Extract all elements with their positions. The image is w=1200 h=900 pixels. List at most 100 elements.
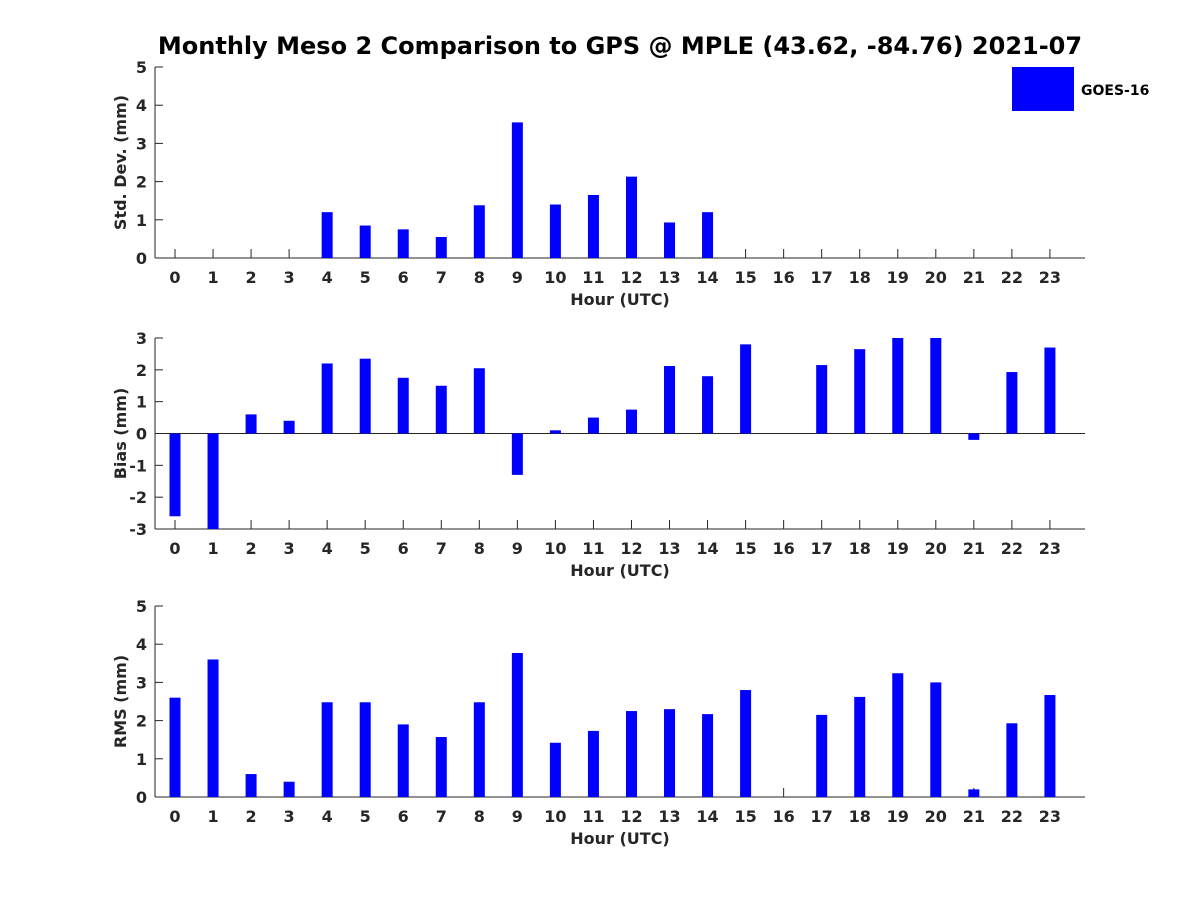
bias-bar: [169, 433, 181, 517]
std-dev-x-tick-label: 9: [512, 268, 523, 287]
std-dev-y-tick-label: 3: [136, 134, 147, 153]
bias-bar: [892, 338, 904, 434]
rms-x-tick-label: 11: [582, 807, 604, 826]
bias-y-tick-label: 2: [136, 361, 147, 380]
std-dev-x-tick-label: 13: [658, 268, 680, 287]
rms-bar: [1044, 695, 1056, 797]
std-dev-x-tick-label: 0: [169, 268, 180, 287]
bias-bar: [397, 377, 409, 434]
std-dev-bar: [511, 122, 523, 258]
bias-x-tick-label: 19: [887, 539, 909, 558]
std-dev-x-tick-label: 7: [436, 268, 447, 287]
rms-bar: [664, 709, 676, 797]
std-dev-x-tick-label: 10: [544, 268, 566, 287]
bias-x-tick-label: 1: [207, 539, 218, 558]
bias-x-tick-label: 22: [1001, 539, 1023, 558]
bias-bar: [968, 433, 980, 440]
rms-x-tick-label: 6: [398, 807, 409, 826]
std-dev-x-axis-label: Hour (UTC): [570, 290, 670, 309]
bias-x-tick-label: 10: [544, 539, 566, 558]
bias-x-tick-label: 4: [322, 539, 333, 558]
bias-bar: [321, 363, 333, 434]
rms-bar: [511, 652, 523, 797]
bias-bar: [1006, 372, 1018, 434]
bias-bar: [1044, 347, 1056, 434]
rms-bar: [549, 742, 561, 797]
rms-x-tick-label: 14: [696, 807, 718, 826]
bias-y-tick-label: 1: [136, 393, 147, 412]
rms-x-tick-label: 18: [849, 807, 871, 826]
std-dev-x-tick-label: 22: [1001, 268, 1023, 287]
bias-x-tick-label: 3: [284, 539, 295, 558]
bias-y-tick-label: -1: [129, 456, 147, 475]
std-dev-x-tick-label: 14: [696, 268, 718, 287]
std-dev-bar: [397, 229, 409, 258]
rms-x-tick-label: 4: [322, 807, 333, 826]
rms-y-tick-label: 0: [136, 788, 147, 807]
bias-y-axis-label: Bias (mm): [111, 388, 130, 480]
rms-bar: [359, 702, 371, 797]
rms-bar: [321, 702, 333, 797]
bias-x-tick-label: 21: [963, 539, 985, 558]
bias-bar: [207, 433, 219, 529]
rms-y-axis-label: RMS (mm): [111, 655, 130, 748]
bias-x-tick-label: 12: [620, 539, 642, 558]
bias-x-tick-label: 2: [246, 539, 257, 558]
rms-bar: [245, 774, 257, 797]
rms-x-axis-label: Hour (UTC): [570, 829, 670, 848]
std-dev-bar: [625, 176, 637, 258]
rms-x-tick-label: 10: [544, 807, 566, 826]
rms-bar: [169, 697, 181, 797]
std-dev-bar: [473, 205, 485, 258]
rms-y-tick-label: 2: [136, 712, 147, 731]
legend-swatch: [1012, 67, 1074, 111]
rms-bar: [892, 673, 904, 797]
rms-y-tick-label: 1: [136, 750, 147, 769]
std-dev-x-tick-label: 3: [284, 268, 295, 287]
rms-x-tick-label: 12: [620, 807, 642, 826]
bias-y-tick-label: -2: [129, 488, 147, 507]
chart-title: Monthly Meso 2 Comparison to GPS @ MPLE …: [158, 32, 1082, 60]
rms-x-tick-label: 21: [963, 807, 985, 826]
bias-bar: [245, 414, 257, 434]
bias-x-tick-label: 5: [360, 539, 371, 558]
std-dev-x-tick-label: 20: [925, 268, 947, 287]
std-dev-x-tick-label: 12: [620, 268, 642, 287]
bias-x-tick-label: 11: [582, 539, 604, 558]
std-dev-x-tick-label: 5: [360, 268, 371, 287]
rms-x-tick-label: 8: [474, 807, 485, 826]
bias-bar: [816, 365, 828, 434]
bias-bar: [473, 368, 485, 434]
rms-x-tick-label: 2: [246, 807, 257, 826]
bias-bar: [435, 385, 447, 434]
rms-bar: [702, 714, 714, 797]
rms-bar: [854, 696, 866, 797]
rms-bar: [283, 781, 295, 797]
std-dev-bar: [359, 225, 371, 258]
rms-bar: [397, 724, 409, 797]
bias-x-tick-label: 14: [696, 539, 718, 558]
std-dev-y-axis-label: Std. Dev. (mm): [111, 95, 130, 230]
bias-bar: [511, 433, 523, 475]
std-dev-x-tick-label: 1: [207, 268, 218, 287]
bias-bar: [359, 358, 371, 434]
rms-x-tick-label: 1: [207, 807, 218, 826]
bias-bar: [854, 349, 866, 434]
rms-x-tick-label: 0: [169, 807, 180, 826]
std-dev-x-tick-label: 18: [849, 268, 871, 287]
std-dev-bar: [664, 222, 676, 258]
std-dev-y-tick-label: 1: [136, 211, 147, 230]
bias-bar: [664, 366, 676, 434]
rms-x-tick-label: 22: [1001, 807, 1023, 826]
rms-bar: [625, 711, 637, 797]
rms-x-tick-label: 23: [1039, 807, 1061, 826]
std-dev-x-tick-label: 6: [398, 268, 409, 287]
rms-x-tick-label: 9: [512, 807, 523, 826]
bias-y-tick-label: 0: [136, 425, 147, 444]
rms-bar: [1006, 723, 1018, 797]
rms-y-tick-label: 3: [136, 673, 147, 692]
bias-bar: [587, 417, 599, 434]
rms-x-tick-label: 3: [284, 807, 295, 826]
std-dev-bar: [549, 204, 561, 258]
